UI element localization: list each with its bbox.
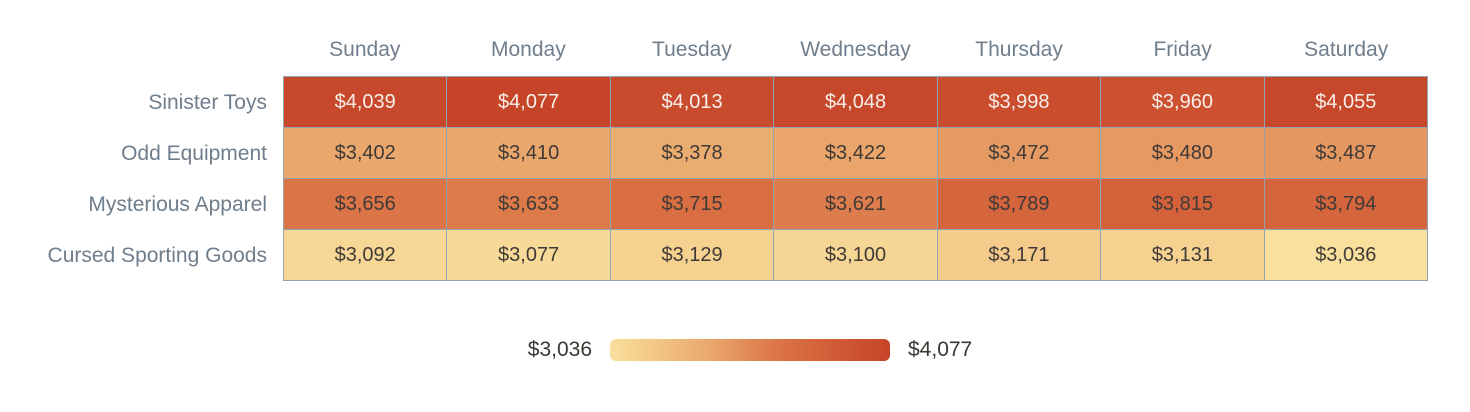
heatmap-cell[interactable]: $3,129 bbox=[610, 230, 774, 280]
heatmap-cell[interactable]: $3,100 bbox=[774, 230, 937, 280]
heatmap-cell[interactable]: $3,815 bbox=[1101, 179, 1264, 229]
heatmap-cell[interactable]: $3,422 bbox=[774, 128, 937, 178]
heatmap-body: Sunday Monday Tuesday Wednesday Thursday Frid… bbox=[283, 24, 1428, 281]
col-header-tuesday: Tuesday bbox=[652, 38, 732, 61]
col-header-thursday: Thursday bbox=[975, 38, 1063, 61]
heatmap-cell[interactable]: $3,960 bbox=[1101, 77, 1264, 127]
heatmap-cell[interactable]: $3,131 bbox=[1101, 230, 1264, 280]
heatmap-cell[interactable]: $4,013 bbox=[610, 77, 774, 127]
heatmap-cell[interactable]: $3,633 bbox=[447, 179, 610, 229]
heatmap-cell[interactable]: $3,036 bbox=[1264, 230, 1427, 280]
col-header-sunday: Sunday bbox=[329, 38, 401, 61]
heatmap-cell[interactable]: $3,487 bbox=[1264, 128, 1427, 178]
heatmap-cell[interactable]: $3,794 bbox=[1264, 179, 1427, 229]
heatmap-cell[interactable]: $3,171 bbox=[937, 230, 1101, 280]
heatmap-cell[interactable]: $3,789 bbox=[937, 179, 1101, 229]
heatmap-cell[interactable]: $3,621 bbox=[774, 179, 937, 229]
heatmap-cell[interactable]: $4,055 bbox=[1264, 77, 1427, 127]
column-headers: Sunday Monday Tuesday Wednesday Thursday Frid… bbox=[283, 24, 1428, 76]
corner-spacer bbox=[0, 24, 283, 77]
row-labels: Sinister Toys Odd Equipment Mysterious App… bbox=[0, 77, 283, 281]
heatmap-cell[interactable]: $3,378 bbox=[610, 128, 774, 178]
col-header-monday: Monday bbox=[490, 38, 566, 61]
heatmap-table: Sinister Toys Odd Equipment Mysterious App… bbox=[0, 24, 1470, 281]
heatmap-cell[interactable]: $3,472 bbox=[937, 128, 1101, 178]
heatmap-cell[interactable]: $3,410 bbox=[447, 128, 610, 178]
heatmap-cells: $4,039 $4,077 $4,013 $4,048 $3,998 $3,960 $4,0… bbox=[283, 76, 1428, 281]
heatmap-cell[interactable]: $3,480 bbox=[1101, 128, 1264, 178]
row-label: Sinister Toys bbox=[148, 90, 267, 114]
heatmap-cell[interactable]: $3,656 bbox=[284, 179, 447, 229]
color-legend: $3,036 $4,077 bbox=[15, 338, 1470, 362]
col-header-saturday: Saturday bbox=[1304, 38, 1389, 61]
heatmap-cell[interactable]: $3,715 bbox=[610, 179, 774, 229]
row-label: Mysterious Apparel bbox=[88, 192, 267, 216]
row-labels-column: Sinister Toys Odd Equipment Mysterious App… bbox=[0, 24, 283, 281]
row-label: Odd Equipment bbox=[121, 141, 267, 165]
col-header-wednesday: Wednesday bbox=[800, 38, 911, 61]
heatmap-cell[interactable]: $3,092 bbox=[284, 230, 447, 280]
heatmap-cell[interactable]: $3,077 bbox=[447, 230, 610, 280]
legend-max-label: $4,077 bbox=[908, 338, 973, 361]
row-label: Cursed Sporting Goods bbox=[47, 243, 267, 267]
heatmap-cell[interactable]: $3,998 bbox=[937, 77, 1101, 127]
heatmap-chart: Sinister Toys Odd Equipment Mysterious App… bbox=[0, 24, 1470, 362]
col-header-friday: Friday bbox=[1153, 38, 1212, 61]
legend-gradient-bar bbox=[610, 339, 890, 361]
legend-min-label: $3,036 bbox=[527, 338, 592, 361]
heatmap-cell[interactable]: $4,048 bbox=[774, 77, 937, 127]
heatmap-cell[interactable]: $4,077 bbox=[447, 77, 610, 127]
heatmap-cell[interactable]: $4,039 bbox=[284, 77, 447, 127]
heatmap-cell[interactable]: $3,402 bbox=[284, 128, 447, 178]
